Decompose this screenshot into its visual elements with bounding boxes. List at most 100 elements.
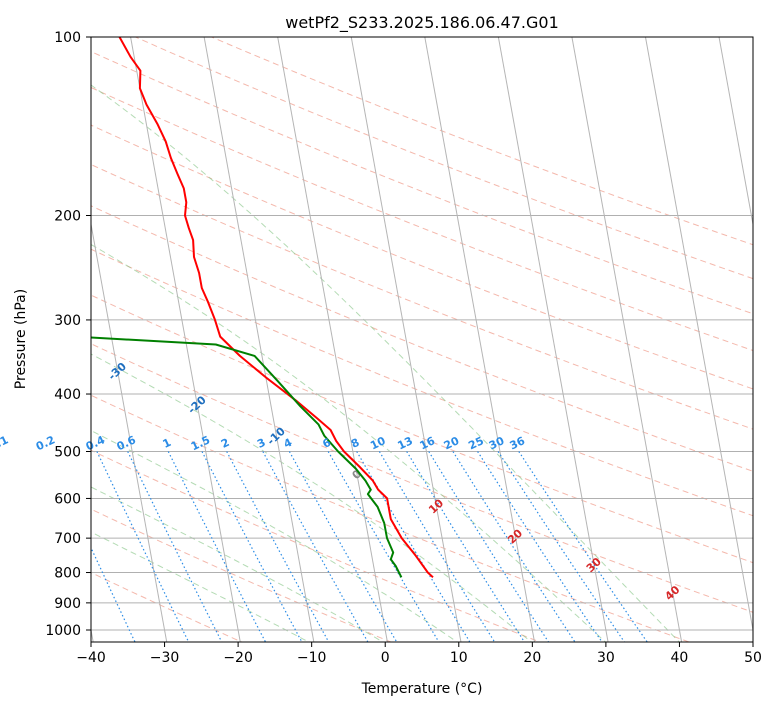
mixing-ratio-line [378,451,496,642]
y-tick-label: 600 [54,491,81,507]
mixing-ratio-line [262,451,369,642]
x-tick-label: −20 [223,650,253,666]
dry-adiabat-line [91,449,542,642]
chart-title: wetPf2_S233.2025.186.06.47.G01 [285,13,559,33]
mixing-ratio-line [201,451,303,642]
x-tick-label: 10 [450,650,468,666]
isotherm-line [718,37,753,228]
x-tick-label: 0 [381,650,390,666]
mixing-ratio-label: 8 [349,436,361,451]
isotherm-line [203,37,315,642]
mixing-ratio-label: 25 [466,434,485,452]
mixing-ratio-line [428,451,550,642]
y-tick-label: 400 [54,387,81,403]
dry-adiabat-line [91,205,753,472]
plot-frame [90,36,754,643]
mixing-ratio-line [127,451,223,642]
mixing-ratio-line [167,451,267,642]
mixing-ratio-line [226,451,330,642]
isotherm-line [130,37,241,642]
x-tick-label: 40 [671,650,689,666]
mixing-ratio-label: 16 [418,434,438,452]
isotherm-label: 10 [426,496,446,516]
isotherm-label: 30 [584,555,604,575]
dry-adiabat-line [91,343,753,613]
mixing-ratio-line [406,451,526,642]
mixing-ratio-line [96,451,190,642]
mixing-ratio-label: 10 [368,434,388,452]
mixing-ratio-line [518,451,648,642]
moist-adiabats [91,84,680,642]
isotherm-line [424,37,536,642]
y-axis: 100 200 300 400 500 600 700 800 900 1000 [45,30,91,639]
dry-adiabat-line [134,37,753,280]
isotherm-label: -20 [185,393,209,416]
moist-adiabat-line [91,531,310,642]
pressure-grid [91,37,753,631]
mixing-ratio-label: 13 [396,434,415,452]
dry-adiabat-line [91,248,753,517]
isotherm-line [91,221,168,642]
y-tick-label: 300 [54,313,81,329]
dry-adiabat-line [91,51,753,315]
x-tick-label: 20 [523,650,541,666]
y-tick-label: 500 [54,444,81,460]
isotherm-line [571,37,683,642]
mixing-ratio-label: 30 [487,434,507,452]
x-tick-label: 30 [597,650,615,666]
mixing-ratio-lines [0,451,648,646]
mixing-ratio-line [288,451,398,642]
mixing-ratio-line [477,451,603,642]
skewed-isotherms [91,37,753,642]
mixing-ratio-label: 0.4 [84,433,107,453]
mixing-ratio-label: 1 [161,436,173,451]
mixing-ratio-label: 4 [282,436,295,451]
x-axis-label: Temperature (°C) [361,681,483,697]
y-tick-label: 800 [54,566,81,582]
isotherm-label: 20 [505,526,525,546]
dry-adiabat-line [210,37,753,246]
x-tick-label: −30 [150,650,180,666]
y-tick-label: 100 [54,30,81,46]
mixing-ratio-line [452,451,576,642]
x-tick-label: 50 [744,650,762,666]
mixing-ratio-line [0,452,86,646]
dry-adiabats [91,37,753,642]
mixing-ratio-label: 0.6 [115,433,138,453]
temperature-profile-line [118,37,434,579]
y-tick-label: 900 [54,596,81,612]
dry-adiabat-line [91,394,691,642]
dry-adiabat-line [91,86,753,352]
y-tick-label: 1000 [45,623,81,639]
mixing-ratio-label: 2 [219,436,231,451]
mixing-ratio-label: 1.5 [189,433,212,453]
dry-adiabat-line [91,294,753,564]
x-tick-label: −40 [76,650,106,666]
moist-adiabat-line [91,429,459,642]
dry-adiabat-line [91,124,753,390]
sounding-series [91,37,434,579]
dewpoint-profile-line [91,336,403,578]
mixing-ratio-line [327,451,440,642]
y-tick-label: 200 [54,209,81,225]
x-axis: −40 −30 −20 −10 0 10 20 30 40 50 [76,642,762,666]
dry-adiabat-line [91,508,393,642]
x-tick-label: −10 [297,650,327,666]
moist-adiabat-line [91,84,680,642]
isotherm-line [497,37,609,642]
mixing-ratio-label: 20 [442,434,462,452]
mixing-ratio-label: 0.1 [0,433,10,453]
mixing-ratio-label: 36 [508,434,528,452]
dry-adiabat-line [91,163,753,430]
mixing-ratio-line [497,451,626,642]
dry-adiabat-line [91,571,244,642]
y-tick-label: 700 [54,531,81,547]
y-axis-label: Pressure (hPa) [13,289,29,389]
isotherm-line [350,37,462,642]
isotherm-line [644,37,753,633]
isotherm-line [277,37,388,642]
moist-adiabat-line [91,486,384,642]
